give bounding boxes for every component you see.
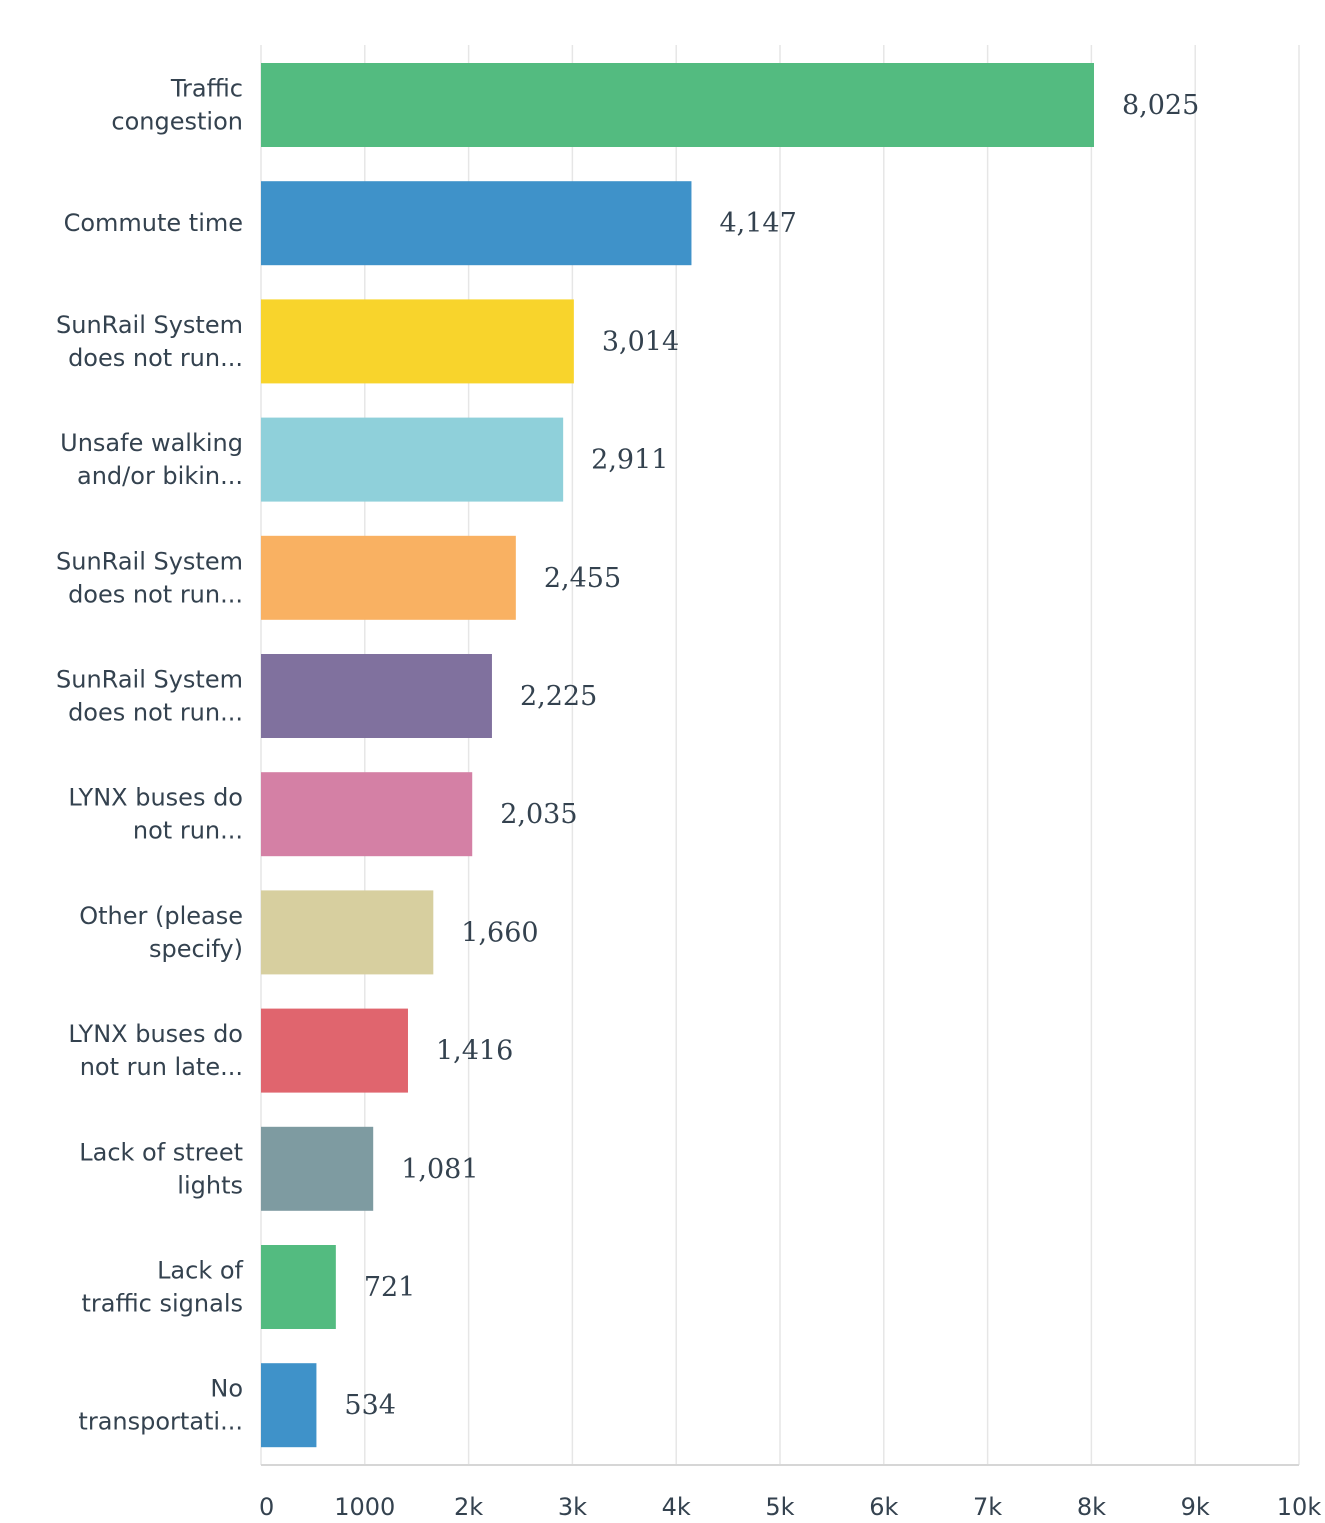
label-layer: 8,025 Traffic congestion 4,147 Commute time 3…	[56, 75, 1199, 1436]
data-label: 8,025	[1122, 90, 1199, 121]
data-label: 1,081	[401, 1154, 478, 1185]
bar-layer	[261, 63, 1094, 1448]
category-label: Traffic	[170, 75, 243, 103]
category-label: does not run...	[68, 699, 243, 727]
category-label: No	[210, 1375, 243, 1403]
x-tick-label: 5k	[765, 1493, 794, 1521]
category-label: does not run...	[68, 580, 243, 608]
data-label: 2,035	[500, 799, 577, 830]
category-label: LYNX buses do	[68, 1020, 243, 1048]
bar[interactable]	[261, 1245, 336, 1329]
category-label: traffic signals	[81, 1290, 243, 1318]
bar[interactable]	[261, 299, 574, 384]
data-label: 1,660	[461, 917, 538, 948]
bar[interactable]	[261, 1363, 317, 1448]
x-tick-label: 2k	[454, 1493, 483, 1521]
data-label: 4,147	[719, 208, 796, 239]
category-label: not run late...	[80, 1053, 243, 1081]
category-label: congestion	[111, 108, 243, 136]
category-label: SunRail System	[56, 666, 243, 694]
category-label: Unsafe walking	[60, 429, 243, 457]
category-label: specify)	[149, 935, 243, 963]
category-label: Lack of street	[79, 1138, 243, 1166]
category-label: SunRail System	[56, 311, 243, 339]
category-label: does not run...	[68, 344, 243, 372]
x-tick-label: 9k	[1181, 1493, 1210, 1521]
category-label: LYNX buses do	[68, 784, 243, 812]
bar[interactable]	[261, 772, 473, 857]
category-label: Commute time	[64, 209, 243, 237]
grid-layer	[260, 45, 1300, 1466]
data-label: 534	[344, 1390, 396, 1421]
data-label: 3,014	[602, 326, 679, 357]
bar[interactable]	[261, 417, 564, 502]
bar[interactable]	[261, 890, 434, 975]
category-label: SunRail System	[56, 547, 243, 575]
x-axis: 0 1000 2k 3k 4k 5k 6k 7k 8k 9k 10k	[259, 1493, 1321, 1521]
x-tick-label: 6k	[869, 1493, 898, 1521]
bar[interactable]	[261, 1126, 374, 1211]
bar[interactable]	[261, 654, 492, 738]
category-label: and/or bikin...	[77, 462, 243, 490]
x-tick-label: 7k	[973, 1493, 1002, 1521]
category-label: not run...	[133, 817, 243, 845]
data-label: 2,225	[520, 681, 597, 712]
category-label: Lack of	[157, 1257, 243, 1285]
data-label: 2,911	[591, 445, 668, 476]
data-label: 1,416	[436, 1036, 513, 1067]
category-label: transportati...	[78, 1408, 243, 1436]
x-tick-label: 10k	[1277, 1493, 1322, 1521]
category-label: lights	[177, 1171, 243, 1199]
bar[interactable]	[261, 1008, 408, 1093]
x-tick-label: 1000	[334, 1493, 395, 1521]
data-label: 2,455	[544, 563, 621, 594]
bar[interactable]	[261, 181, 692, 266]
x-tick-label: 3k	[558, 1493, 587, 1521]
category-label: Other (please	[79, 902, 243, 930]
bar[interactable]	[261, 63, 1094, 147]
x-tick-label: 0	[259, 1493, 274, 1521]
x-tick-label: 4k	[662, 1493, 691, 1521]
x-tick-label: 8k	[1077, 1493, 1106, 1521]
data-label: 721	[364, 1272, 416, 1303]
bar[interactable]	[261, 535, 516, 620]
